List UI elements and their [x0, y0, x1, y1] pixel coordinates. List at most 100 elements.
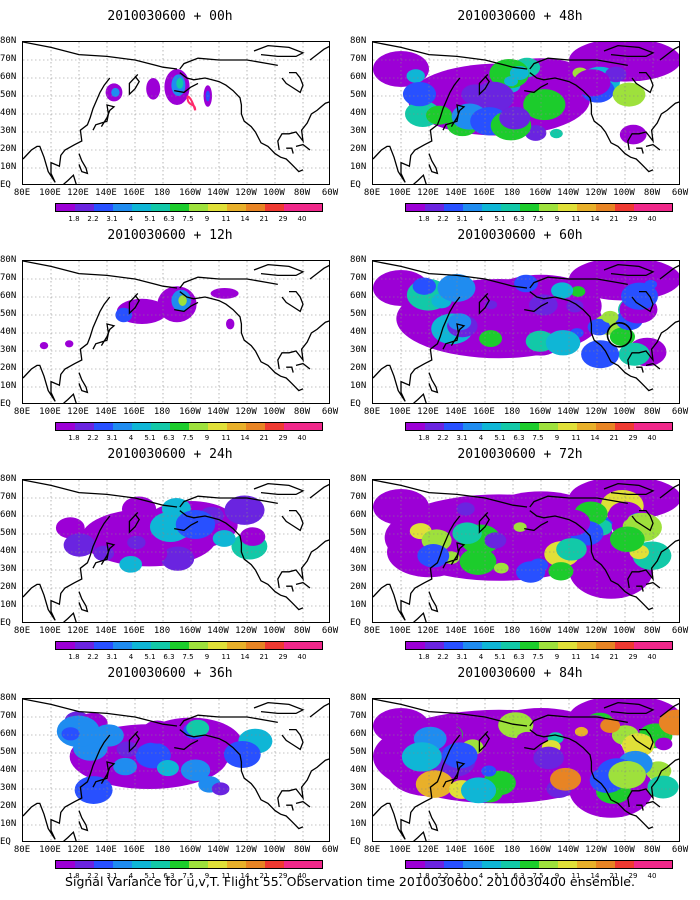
colorbar-swatch: [558, 642, 577, 649]
colorbar-label: 7.5: [532, 653, 544, 661]
colorbar-swatch: [208, 861, 227, 868]
colorbar-swatch: [94, 204, 113, 211]
coastline: [478, 292, 490, 315]
coastline: [442, 761, 466, 788]
colorbar-label: 4: [478, 872, 484, 880]
panel-title: 2010030600 + 36h: [107, 666, 233, 681]
colorbar-label: 40: [647, 215, 657, 223]
colorbar-label: 1.8: [68, 434, 80, 442]
latitude-label: 20N: [350, 363, 367, 373]
coastline: [281, 509, 304, 532]
coastline: [277, 758, 329, 808]
coastline: [92, 761, 116, 788]
latitude-label: 10N: [0, 381, 17, 391]
variance-contour: [581, 340, 620, 369]
colorbar-label: 6.3: [163, 653, 175, 661]
coastline: [295, 581, 311, 589]
colorbar-label: 29: [628, 872, 638, 880]
map-plot-area: [372, 41, 680, 185]
longitude-label: 140E: [445, 188, 467, 198]
variance-contour: [608, 761, 646, 789]
coastline: [277, 101, 329, 151]
variance-contour: [551, 282, 574, 299]
latitude-label: 30N: [0, 783, 17, 793]
longitude-label: 140E: [95, 188, 117, 198]
latitude-label: 50N: [0, 747, 17, 757]
colorbar-swatch: [303, 861, 322, 868]
colorbar-swatch: [634, 861, 653, 868]
coastline: [645, 362, 661, 370]
coastline: [286, 147, 294, 154]
latitude-label: EQ: [350, 399, 361, 409]
coastline: [373, 734, 461, 840]
longitude-label: 140E: [95, 407, 117, 417]
longitude-label: 160W: [529, 845, 551, 855]
colorbar: [405, 641, 673, 650]
longitude-label: 80W: [643, 626, 661, 636]
variance-contour: [556, 538, 587, 561]
coastline: [295, 143, 311, 151]
colorbar-label: 29: [278, 215, 288, 223]
longitude-label: 120E: [67, 407, 89, 417]
variance-contour: [550, 767, 582, 791]
longitude-label: 120W: [585, 407, 607, 417]
coastline: [281, 290, 304, 313]
colorbar-label: 9: [204, 434, 210, 442]
colorbar-label: 21: [259, 872, 269, 880]
colorbar-label: 21: [259, 215, 269, 223]
colorbar: [405, 422, 673, 431]
colorbar-label: 40: [297, 434, 307, 442]
variance-contour: [509, 66, 529, 81]
colorbar-swatch: [208, 204, 227, 211]
colorbar-label: 3.1: [106, 434, 118, 442]
longitude-label: 140E: [445, 626, 467, 636]
colorbar-swatch: [132, 642, 151, 649]
colorbar-label: 40: [297, 653, 307, 661]
longitude-label: 100W: [263, 626, 285, 636]
variance-contour: [600, 718, 621, 733]
variance-contour: [224, 495, 265, 525]
latitude-label: 30N: [350, 345, 367, 355]
latitude-label: 40N: [350, 327, 367, 337]
variance-contour: [210, 288, 239, 299]
longitude-label: 140W: [207, 188, 229, 198]
coastline: [63, 612, 77, 622]
colorbar-swatch: [558, 861, 577, 868]
colorbar-label: 5.1: [144, 215, 156, 223]
longitude-label: 180: [153, 407, 171, 417]
latitude-label: EQ: [0, 618, 11, 628]
latitude-label: 20N: [0, 582, 17, 592]
variance-contour: [414, 511, 434, 526]
colorbar: [55, 422, 323, 431]
map-plot-area: [22, 698, 330, 842]
latitude-label: 80N: [0, 693, 17, 703]
coastline: [277, 539, 329, 589]
latitude-label: 60N: [0, 510, 17, 520]
variance-contour: [516, 561, 546, 583]
colorbar-swatch: [170, 861, 189, 868]
coastline: [309, 483, 329, 499]
longitude-label: 180: [503, 626, 521, 636]
longitude-label: 180: [503, 845, 521, 855]
panel-title: 2010030600 + 48h: [457, 9, 583, 24]
colorbar-swatch: [596, 861, 615, 868]
longitude-label: 60W: [321, 188, 339, 198]
latitude-label: 80N: [350, 474, 367, 484]
variance-field: [23, 261, 329, 403]
colorbar-label: 1.8: [418, 653, 430, 661]
colorbar-label: 6.3: [163, 215, 175, 223]
variance-field: [373, 261, 679, 403]
colorbar-swatch: [501, 204, 520, 211]
longitude-label: 120E: [417, 845, 439, 855]
longitude-label: 160W: [529, 626, 551, 636]
colorbar-label: 29: [278, 653, 288, 661]
coastline: [174, 301, 199, 313]
colorbar-swatch: [189, 642, 208, 649]
variance-contour: [573, 69, 611, 97]
coastline: [23, 480, 178, 508]
colorbar-swatch: [596, 642, 615, 649]
colorbar-label: 40: [297, 872, 307, 880]
variance-contour: [622, 733, 655, 758]
coastline: [529, 276, 628, 289]
coastline: [78, 591, 89, 613]
